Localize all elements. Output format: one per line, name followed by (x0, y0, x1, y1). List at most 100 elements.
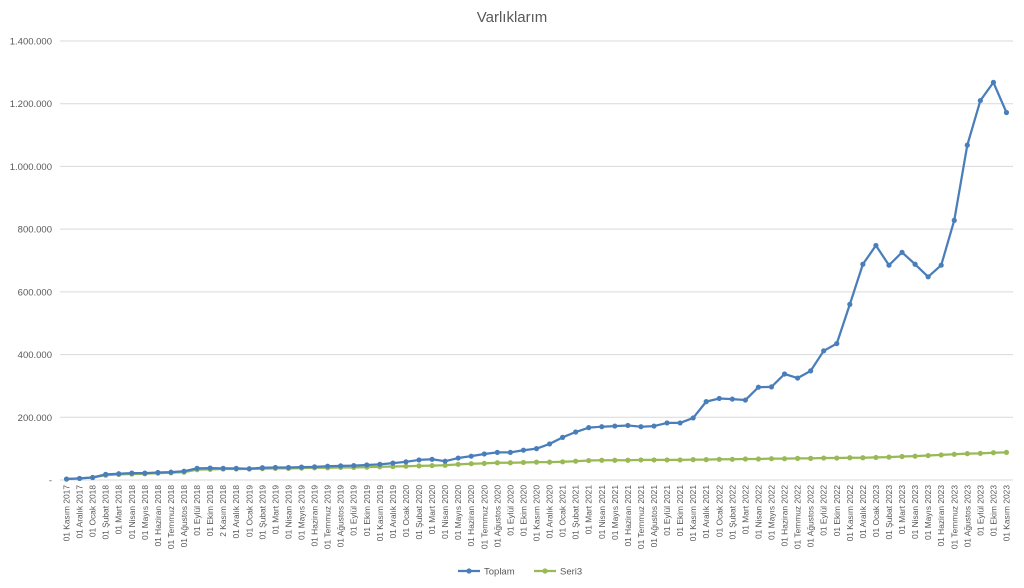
x-tick-label: 01 Haziran 2020 (466, 485, 476, 547)
x-tick-label: 01 Mart 2020 (427, 485, 437, 535)
data-point (285, 464, 292, 471)
x-tick-label: 01 Haziran 2023 (936, 485, 946, 547)
x-tick-label: 01 Ocak 2019 (244, 485, 254, 537)
data-point (860, 455, 866, 461)
x-tick-label: 01 Şubat 2021 (571, 485, 581, 540)
data-point (311, 464, 318, 470)
data-point (925, 452, 931, 459)
data-point (755, 384, 762, 390)
legend-label: Seri3 (560, 567, 582, 578)
data-point (977, 450, 983, 456)
x-tick-label: 01 Ekim 2020 (518, 485, 528, 537)
x-tick-label: 01 Haziran 2019 (310, 485, 320, 547)
x-tick-label: 01 Mayıs 2022 (766, 485, 776, 540)
data-point (781, 371, 788, 377)
data-point (560, 434, 566, 440)
data-point (142, 470, 148, 476)
data-point (951, 451, 957, 457)
data-point (651, 457, 657, 463)
x-tick-label: 01 Aralık 2022 (858, 485, 868, 539)
data-point (416, 457, 422, 463)
data-point (468, 453, 474, 459)
x-tick-label: 01 Ocak 2018 (88, 485, 98, 537)
x-tick-label: 01 Ağustos 2020 (492, 485, 502, 548)
data-point (586, 425, 592, 431)
x-tick-label: 01 Ocak 2020 (401, 485, 411, 537)
legend-marker (466, 568, 472, 574)
data-point (925, 274, 931, 280)
data-point (951, 217, 957, 223)
y-tick-label: 600.000 (18, 287, 52, 298)
data-point (768, 456, 775, 462)
data-point (755, 456, 762, 462)
x-tick-label: 01 Eylül 2023 (975, 485, 985, 536)
data-point (638, 424, 644, 430)
x-tick-label: 01 Aralık 2020 (545, 485, 555, 539)
data-point (573, 458, 579, 464)
data-point (560, 459, 566, 465)
x-tick-label: 01 Nisan 2022 (753, 485, 763, 539)
series-toplam (63, 79, 1010, 482)
data-point (520, 447, 527, 453)
data-point (821, 348, 827, 354)
data-point (403, 463, 409, 469)
series-seri3 (63, 449, 1010, 482)
x-axis: 01 Kasım 2017 01 Aralık 2017 01 Ocak 2018 0… (60, 479, 1013, 549)
data-point (781, 456, 788, 462)
data-point (690, 415, 696, 421)
data-point (625, 422, 631, 429)
data-point (181, 468, 187, 474)
x-tick-label: 01 Ocak 2022 (714, 485, 724, 537)
data-point (586, 457, 592, 464)
data-point (912, 453, 918, 459)
data-point (768, 384, 775, 390)
x-tick-label: 01 Ekim 2023 (988, 485, 998, 537)
x-tick-label: 01 Eylül 2022 (819, 485, 829, 536)
x-tick-label: 01 Şubat 2022 (727, 485, 737, 540)
data-point (664, 457, 670, 463)
y-tick-label: 1.200.000 (10, 99, 52, 110)
gridlines (60, 40, 1013, 481)
data-point (742, 397, 748, 403)
data-point (977, 97, 983, 104)
data-point (338, 463, 344, 469)
data-point (964, 451, 970, 457)
x-tick-label: 01 Ekim 2021 (675, 485, 685, 537)
data-point (990, 450, 997, 456)
x-tick-label: 01 Kasım 2020 (532, 485, 542, 542)
x-tick-label: 01 Aralık 2018 (231, 485, 241, 539)
data-point (494, 449, 500, 456)
x-tick-label: 01 Haziran 2022 (780, 485, 790, 547)
data-point (455, 461, 461, 467)
data-point (442, 462, 448, 468)
legend: Toplam Seri3 (458, 567, 582, 578)
x-tick-label: 01 Kasım 2021 (688, 485, 698, 542)
data-point (677, 420, 683, 426)
data-point (76, 475, 83, 482)
data-point (847, 301, 853, 307)
data-point (481, 451, 487, 457)
data-point (938, 262, 944, 268)
data-point (677, 457, 683, 463)
data-point (690, 457, 696, 463)
x-tick-label: 01 Kasım 2017 (62, 485, 72, 542)
x-tick-label: 01 Mart 2021 (584, 485, 594, 535)
data-point (808, 455, 814, 461)
x-tick-label: 01 Ağustos 2023 (962, 485, 972, 548)
data-point (507, 460, 513, 466)
data-point (729, 456, 735, 462)
series-line (66, 451, 1007, 481)
data-point (794, 455, 801, 461)
data-point (520, 459, 527, 466)
x-tick-label: 01 Nisan 2019 (283, 485, 293, 539)
x-tick-label: 01 Şubat 2023 (884, 485, 894, 540)
y-tick-label: 1.000.000 (10, 162, 52, 173)
data-point (272, 464, 279, 471)
x-tick-label: 01 Mart 2022 (740, 485, 750, 535)
data-point (860, 261, 866, 267)
data-point (194, 465, 200, 471)
data-point (403, 459, 409, 465)
data-point (63, 476, 70, 482)
x-tick-label: 01 Eylül 2021 (662, 485, 672, 536)
